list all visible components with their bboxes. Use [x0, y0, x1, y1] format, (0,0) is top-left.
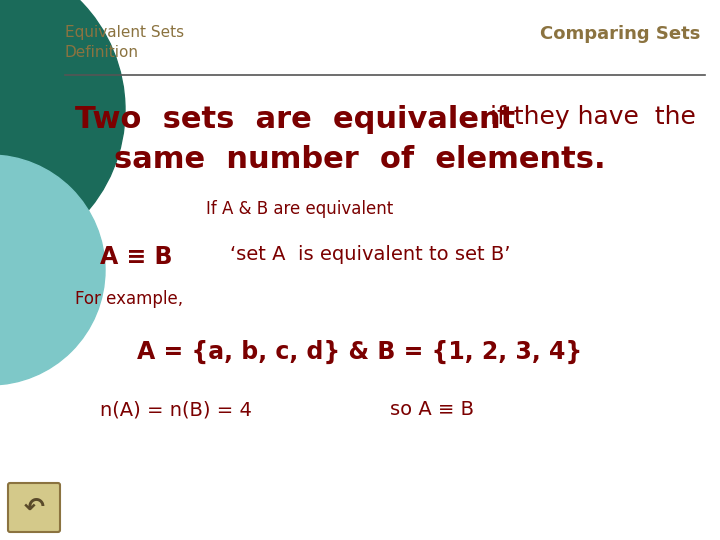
Text: ‘set A  is equivalent to set B’: ‘set A is equivalent to set B’ [230, 245, 510, 264]
Text: Two  sets  are  equivalent: Two sets are equivalent [75, 105, 516, 134]
Text: For example,: For example, [75, 290, 183, 308]
Text: ↶: ↶ [24, 496, 45, 520]
Text: if they have  the: if they have the [490, 105, 696, 129]
Text: Comparing Sets: Comparing Sets [539, 25, 700, 43]
Text: A ≡ B: A ≡ B [100, 245, 173, 269]
Circle shape [0, 155, 105, 385]
Text: so A ≡ B: so A ≡ B [390, 400, 474, 419]
Text: n(A) = n(B) = 4: n(A) = n(B) = 4 [100, 400, 252, 419]
Text: Definition: Definition [65, 45, 139, 60]
Text: A = {a, b, c, d} & B = {1, 2, 3, 4}: A = {a, b, c, d} & B = {1, 2, 3, 4} [138, 340, 582, 364]
Text: Equivalent Sets: Equivalent Sets [65, 25, 184, 40]
Text: If A & B are equivalent: If A & B are equivalent [207, 200, 394, 218]
Text: same  number  of  elements.: same number of elements. [114, 145, 606, 174]
Circle shape [0, 0, 125, 265]
FancyBboxPatch shape [8, 483, 60, 532]
